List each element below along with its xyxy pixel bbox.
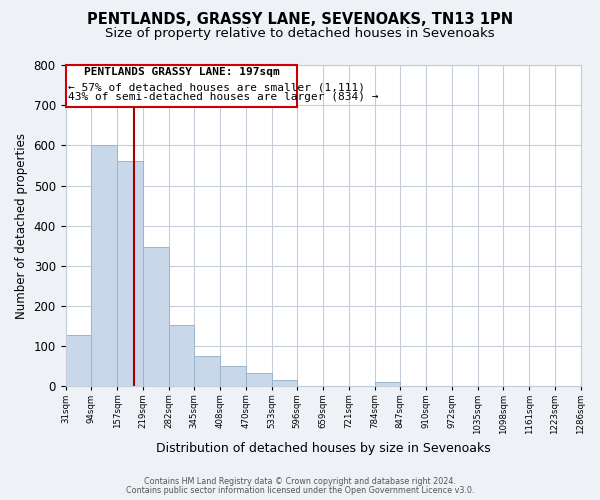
- Bar: [245, 373, 272, 386]
- Y-axis label: Number of detached properties: Number of detached properties: [15, 132, 28, 318]
- X-axis label: Distribution of detached houses by size in Sevenoaks: Distribution of detached houses by size …: [155, 442, 490, 455]
- Bar: [91, 146, 117, 386]
- Bar: [143, 246, 169, 386]
- Text: PENTLANDS, GRASSY LANE, SEVENOAKS, TN13 1PN: PENTLANDS, GRASSY LANE, SEVENOAKS, TN13 …: [87, 12, 513, 28]
- Bar: [220, 366, 245, 386]
- Text: PENTLANDS GRASSY LANE: 197sqm: PENTLANDS GRASSY LANE: 197sqm: [83, 66, 280, 76]
- Text: Contains public sector information licensed under the Open Government Licence v3: Contains public sector information licen…: [126, 486, 474, 495]
- Bar: [374, 382, 400, 386]
- Text: 43% of semi-detached houses are larger (834) →: 43% of semi-detached houses are larger (…: [68, 92, 379, 102]
- Bar: [194, 356, 220, 386]
- Text: Contains HM Land Registry data © Crown copyright and database right 2024.: Contains HM Land Registry data © Crown c…: [144, 477, 456, 486]
- FancyBboxPatch shape: [65, 65, 298, 107]
- Bar: [169, 326, 194, 386]
- Bar: [117, 162, 143, 386]
- Bar: [272, 380, 298, 386]
- Bar: [65, 335, 91, 386]
- Text: ← 57% of detached houses are smaller (1,111): ← 57% of detached houses are smaller (1,…: [68, 82, 365, 92]
- Text: Size of property relative to detached houses in Sevenoaks: Size of property relative to detached ho…: [105, 28, 495, 40]
